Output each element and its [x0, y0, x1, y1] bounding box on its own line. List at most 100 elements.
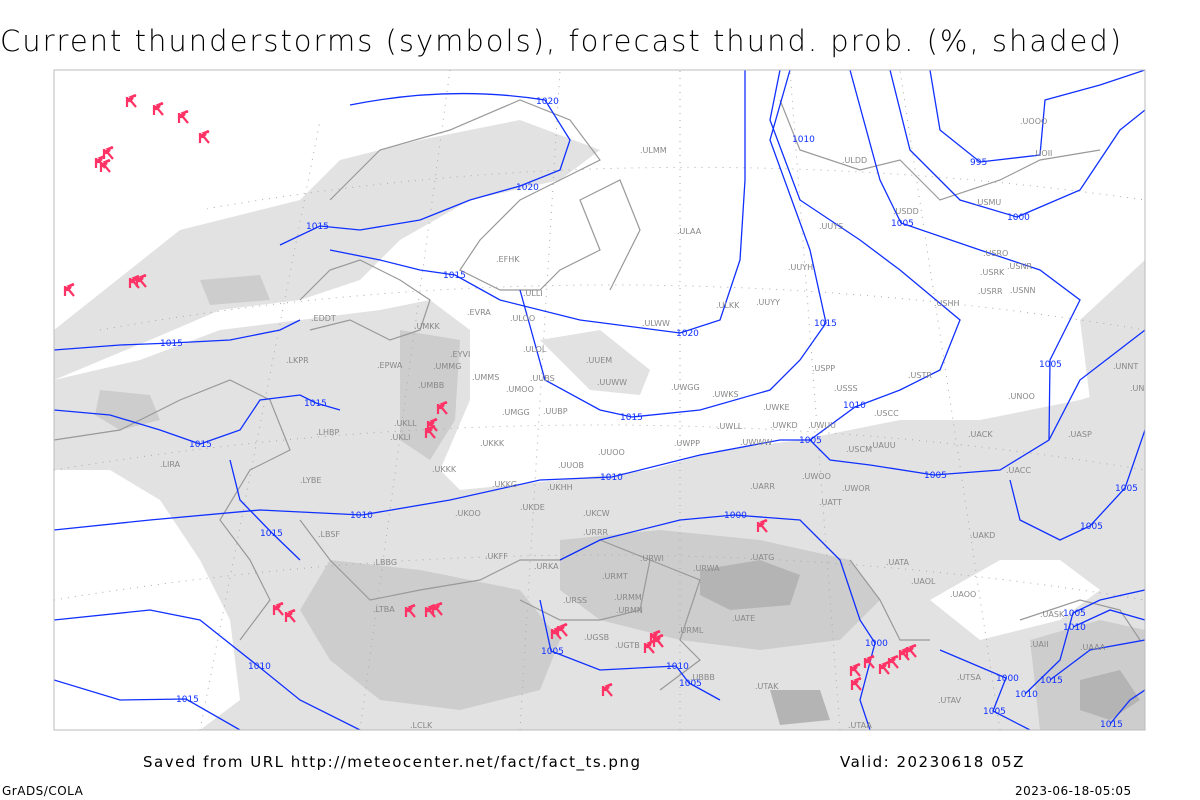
thunderstorm-icon [198, 128, 211, 145]
station-label: .LYBE [300, 476, 321, 485]
station-label: .ULAA [677, 227, 702, 236]
isobar-label: 1005 [1063, 609, 1086, 619]
isobar-label: 1020 [676, 329, 699, 339]
station-label: .EFHK [496, 255, 520, 264]
station-label: .URSS [563, 596, 587, 605]
station-label: .UACC [1006, 466, 1031, 475]
station-label: .UGSB [584, 633, 609, 642]
isobar-label: 995 [970, 158, 987, 168]
station-label: .URWA [693, 564, 720, 573]
station-label: .UMMS [472, 373, 499, 382]
isobar-label: 1015 [189, 440, 212, 450]
station-label: .UMBB [418, 381, 444, 390]
station-label: .ULWW [642, 319, 670, 328]
station-label: .UASK [1040, 610, 1065, 619]
isobar-label: 1015 [176, 695, 199, 705]
station-label: .UKOO [455, 509, 481, 518]
station-label: .UNNT [1113, 362, 1138, 371]
station-label: .UKFF [485, 552, 508, 561]
station-label: .USCC [874, 409, 899, 418]
station-label: .UUOB [558, 461, 584, 470]
station-label: .UUOO [598, 448, 625, 457]
isobar-label: 1020 [516, 183, 539, 193]
station-label: .UATG [750, 553, 774, 562]
station-label: .UMGG [502, 408, 530, 417]
station-label: .ULOL [523, 345, 547, 354]
station-label: .UTAK [755, 682, 779, 691]
station-label: .UAII [1030, 640, 1049, 649]
station-label: .UARR [750, 482, 775, 491]
station-label: .UNBB [1130, 384, 1155, 393]
station-label: .UTAA [848, 721, 872, 730]
station-label: .UAAA [1080, 643, 1106, 652]
station-label: .UKKK [432, 465, 457, 474]
station-label: .UNOO [1008, 392, 1035, 401]
station-label: .UKKG [492, 480, 517, 489]
station-label: .UKLI [390, 433, 410, 442]
station-label: .UWKE [763, 403, 790, 412]
isobar-label: 1015 [814, 319, 837, 329]
isobar-label: 1005 [679, 679, 702, 689]
station-label: .ULDD [842, 156, 867, 165]
station-label: .UAKD [970, 531, 995, 540]
station-label: .EVRA [467, 308, 491, 317]
isobar-label: 1015 [443, 271, 466, 281]
isobar-label: 1015 [620, 413, 643, 423]
station-label: .UUWW [597, 378, 627, 387]
station-label: .USRK [980, 268, 1005, 277]
station-label: .URMT [602, 572, 628, 581]
station-label: .USRO [983, 249, 1008, 258]
station-label: .EDDT [311, 314, 336, 323]
station-label: .UBBB [690, 673, 715, 682]
station-label: .URMN [616, 606, 643, 615]
isobar-label: 1015 [306, 222, 329, 232]
station-label: .UTSA [957, 673, 982, 682]
isobar-label: 1000 [1007, 213, 1030, 223]
coastlines [54, 99, 1141, 691]
isobar-label: 1015 [160, 339, 183, 349]
isobar-label: 1010 [1015, 690, 1038, 700]
software-credit: GrADS/COLA [2, 784, 84, 798]
station-label: .UGTB [615, 641, 640, 650]
station-label: .UKLL [394, 419, 417, 428]
map-title: Current thunderstorms (symbols), forecas… [0, 24, 1124, 58]
isobar-label: 1015 [1100, 720, 1123, 730]
station-label: .URMM [614, 593, 642, 602]
station-label: .UUYH [788, 263, 813, 272]
station-label: .UOII [1033, 149, 1052, 158]
station-label: .UWKS [712, 390, 739, 399]
isobar-label: 1015 [304, 399, 327, 409]
isobar-label: 1010 [248, 662, 271, 672]
thunderstorm-icon [152, 100, 165, 117]
station-label: .ULMM [640, 146, 667, 155]
station-label: .UMOO [506, 385, 534, 394]
thunderstorm-icon [99, 157, 112, 174]
station-label: .UATA [886, 558, 910, 567]
isobar-labels: 1020 1020 1015 1015 1015 1015 1015 1015 1010 1010… [160, 97, 1138, 730]
station-label: .LIRA [160, 460, 181, 469]
isobar-label: 1005 [1080, 522, 1103, 532]
station-label: .UAOL [911, 577, 936, 586]
isobar-label: 1010 [666, 662, 689, 672]
station-label: .USNR [1007, 262, 1032, 271]
station-label: .USMU [975, 198, 1001, 207]
isobar-label: 1000 [724, 511, 747, 521]
station-label: .UWLL [717, 422, 743, 431]
station-label: .USRR [978, 287, 1003, 296]
isobar-label: 1020 [536, 97, 559, 107]
station-label: .UASP [1068, 430, 1092, 439]
isobar-label: 1005 [924, 471, 947, 481]
isobar-label: 1005 [541, 647, 564, 657]
saved-from-url: Saved from URL http://meteocenter.net/fa… [143, 753, 642, 771]
station-label: .USPP [812, 364, 835, 373]
station-label: .UWOO [802, 472, 831, 481]
station-label: .LTBA [373, 605, 395, 614]
station-label: .UATT [819, 498, 842, 507]
isobar-label: 1005 [891, 219, 914, 229]
station-label: .URRR [583, 528, 609, 537]
isobar-label: 1005 [799, 436, 822, 446]
station-label: .UUEM [586, 356, 612, 365]
station-label: .USHH [934, 299, 960, 308]
station-label: .URML [678, 626, 704, 635]
